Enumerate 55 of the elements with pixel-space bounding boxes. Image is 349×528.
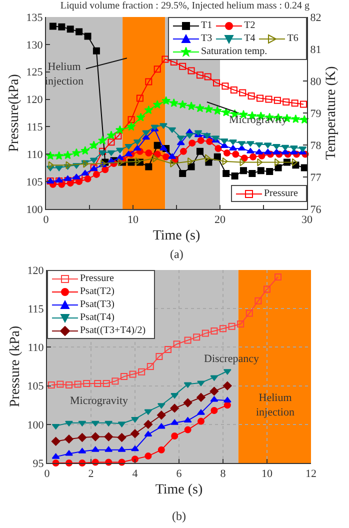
y-tick-label: 120 xyxy=(27,264,44,277)
y-tick-label: 95 xyxy=(32,458,44,470)
y-tick-label: 100 xyxy=(26,204,44,216)
legend-label: T3 xyxy=(201,33,212,44)
legend-label: T1 xyxy=(201,20,212,31)
y2-tick-label: 79 xyxy=(310,108,322,120)
y2-axis-title: Temperature (K) xyxy=(324,66,339,160)
y-axis-title: Pressure (kPa) xyxy=(8,326,23,408)
y-tick-label: 125 xyxy=(26,66,44,79)
x-tick-label: 10 xyxy=(128,214,139,226)
x-tick-label: 10 xyxy=(262,468,273,480)
y-tick-label: 120 xyxy=(26,94,44,106)
x-tick-label: 2 xyxy=(88,468,94,480)
y2-tick-label: 80 xyxy=(310,76,322,88)
annotation: Helium injection xyxy=(256,392,295,418)
x-axis-title: Time (s) xyxy=(155,482,203,498)
y-tick-label: 110 xyxy=(26,148,44,161)
legend-label: T4 xyxy=(244,33,256,44)
y2-tick-label: 77 xyxy=(310,172,322,184)
legend-label: T6 xyxy=(287,33,298,44)
x-tick-label: 30 xyxy=(302,214,313,226)
x-tick-label: 12 xyxy=(306,468,316,480)
y-tick-label: 100 xyxy=(27,419,44,432)
text: (b) xyxy=(172,509,186,523)
legend-label: Psat(T3) xyxy=(80,299,114,310)
text: (a) xyxy=(170,247,184,261)
y2-tick-label: 81 xyxy=(310,44,322,56)
legend-label: Psat((T3+T4)/2) xyxy=(80,325,146,336)
y-tick-label: 115 xyxy=(26,122,44,134)
y-tick-label: 135 xyxy=(26,12,44,24)
y-tick-label: 105 xyxy=(27,380,44,393)
y-tick-label: 110 xyxy=(28,342,44,354)
legend-label: T2 xyxy=(244,20,256,31)
legend-label: Psat(T2) xyxy=(80,286,114,297)
x-tick-label: 0 xyxy=(44,468,50,480)
x-tick-label: 4 xyxy=(132,468,138,480)
annotation: Microgravity xyxy=(70,395,129,407)
x-axis-title: Time (s) xyxy=(152,228,200,244)
legend-label: Pressure xyxy=(80,273,114,284)
y2-tick-label: 82 xyxy=(310,12,322,24)
x-tick-label: 0 xyxy=(43,214,50,226)
legend-label: Psat(T4) xyxy=(80,312,114,323)
y-tick-label: 105 xyxy=(26,176,44,188)
y-tick-label: 130 xyxy=(26,39,44,52)
y2-tick-label: 78 xyxy=(310,140,322,152)
y2-tick-label: 76 xyxy=(310,204,322,216)
legend-label: Saturation temp. xyxy=(201,46,268,57)
legend-label: Pressure xyxy=(264,188,298,199)
y-tick-label: 115 xyxy=(28,303,44,316)
x-tick-label: 8 xyxy=(220,468,226,480)
x-tick-label: 20 xyxy=(214,214,226,226)
chart-title: Liquid volume fraction : 29.5%, Injected helium mass : 0.24 g xyxy=(60,0,310,12)
x-tick-label: 6 xyxy=(176,468,182,480)
annotation: Helium injection xyxy=(45,61,84,88)
y-axis-title: Pressure(kPa) xyxy=(6,74,22,152)
